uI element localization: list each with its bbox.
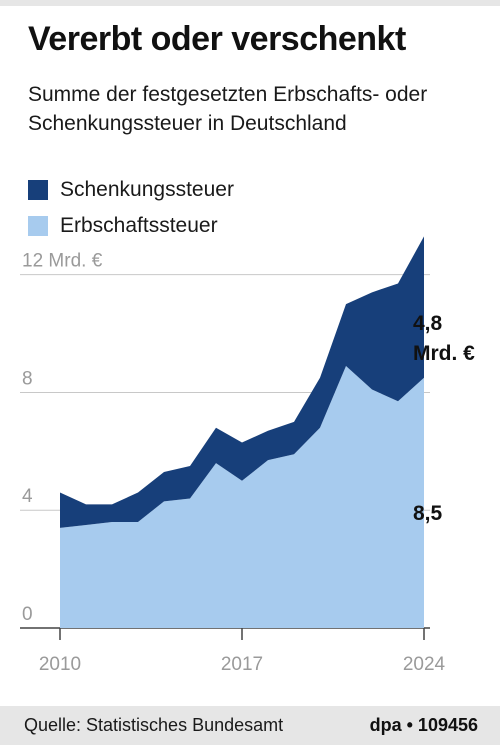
top-strip — [0, 0, 500, 6]
chart-title: Vererbt oder verschenkt — [28, 20, 406, 58]
y-tick-label: 8 — [22, 368, 33, 389]
y-tick-label: 4 — [22, 486, 33, 507]
x-tick-label: 2010 — [39, 654, 81, 675]
y-tick-label: 0 — [22, 604, 33, 625]
x-tick-label: 2024 — [403, 654, 446, 675]
source-text: Quelle: Statistisches Bundesamt — [24, 715, 284, 735]
area-chart: 12 Mrd. € 8 4 0 2010 2017 2024 4,8 Mrd. € 8,5 — [20, 236, 475, 675]
annotation-schenkung-unit: Mrd. € — [413, 342, 475, 365]
legend: Schenkungssteuer Erbschaftssteuer — [28, 172, 234, 244]
area-erbschaftssteuer — [60, 365, 424, 628]
legend-label-schenkungssteuer: Schenkungssteuer — [60, 178, 234, 201]
x-tick-label: 2017 — [221, 654, 263, 675]
legend-label-erbschaftssteuer: Erbschaftssteuer — [60, 214, 218, 237]
legend-swatch-schenkungssteuer — [28, 180, 48, 200]
legend-item-schenkungssteuer: Schenkungssteuer — [28, 172, 234, 208]
legend-item-erbschaftssteuer: Erbschaftssteuer — [28, 208, 234, 244]
y-tick-label: 12 Mrd. € — [22, 251, 103, 272]
legend-swatch-erbschaftssteuer — [28, 216, 48, 236]
credit-text: dpa • 109456 — [369, 715, 478, 735]
footer: Quelle: Statistisches Bundesamt dpa • 10… — [0, 706, 500, 745]
annotation-schenkung-value: 4,8 — [413, 312, 443, 335]
annotation-erbschaft-value: 8,5 — [413, 502, 443, 525]
chart-subtitle: Summe der festgesetzten Erbschafts- oder… — [28, 83, 428, 135]
area-schenkungssteuer — [60, 236, 424, 528]
